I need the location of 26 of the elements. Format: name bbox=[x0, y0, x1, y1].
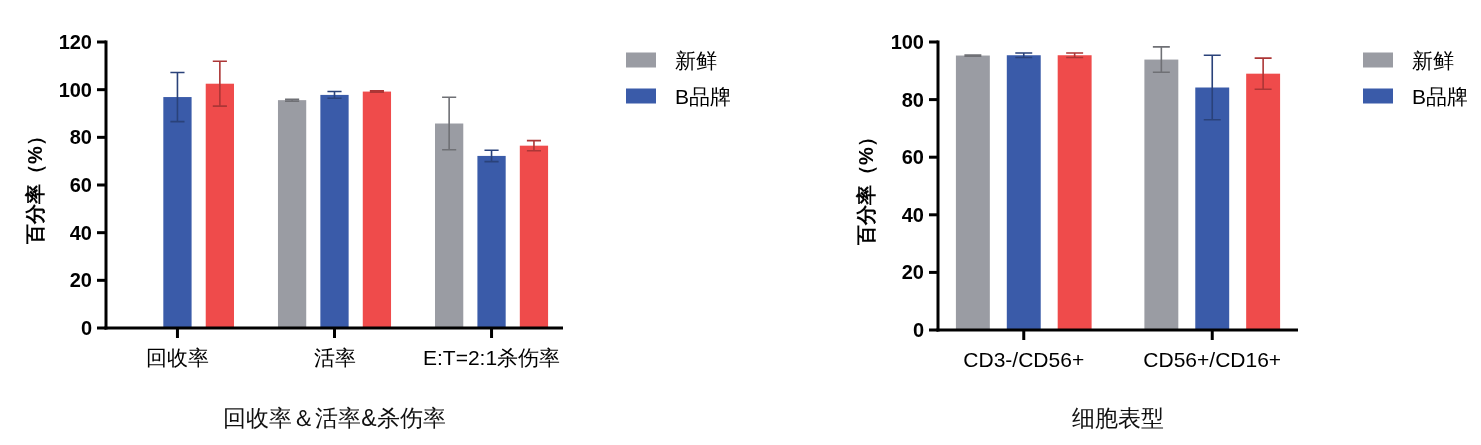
xtick: CD3-/CD56+ bbox=[963, 348, 1085, 371]
ytick: 120 bbox=[58, 31, 92, 53]
legend-label: 新鲜 bbox=[675, 48, 717, 72]
xlabel: 细胞表型 bbox=[1072, 405, 1164, 431]
legend-label: B品牌 bbox=[675, 84, 731, 108]
ytick: 60 bbox=[69, 174, 92, 196]
ytick: 80 bbox=[901, 88, 924, 111]
xlabel: 回收率＆活率&杀伤率 bbox=[223, 405, 446, 431]
xtick: E:T=2:1杀伤率 bbox=[422, 346, 561, 369]
xtick: 活率 bbox=[313, 346, 356, 369]
ytick: 40 bbox=[69, 221, 92, 244]
ytick: 0 bbox=[912, 319, 924, 341]
xtick: 回收率 bbox=[145, 346, 209, 369]
legend-label: 新鲜 bbox=[1412, 48, 1454, 72]
ytick: 80 bbox=[69, 126, 92, 149]
legend-label: B品牌 bbox=[1412, 84, 1468, 108]
ytick: 100 bbox=[58, 78, 92, 101]
ytick: 40 bbox=[901, 203, 924, 226]
ylabel: 百分率（%） bbox=[24, 126, 46, 244]
ytick: 60 bbox=[901, 146, 924, 169]
xtick: CD56+/CD16+ bbox=[1143, 348, 1282, 371]
ytick: 20 bbox=[69, 269, 92, 292]
ytick: 100 bbox=[890, 31, 924, 53]
ylabel: 百分率（%） bbox=[855, 127, 877, 245]
ytick: 0 bbox=[80, 317, 92, 339]
ytick: 20 bbox=[901, 261, 924, 284]
